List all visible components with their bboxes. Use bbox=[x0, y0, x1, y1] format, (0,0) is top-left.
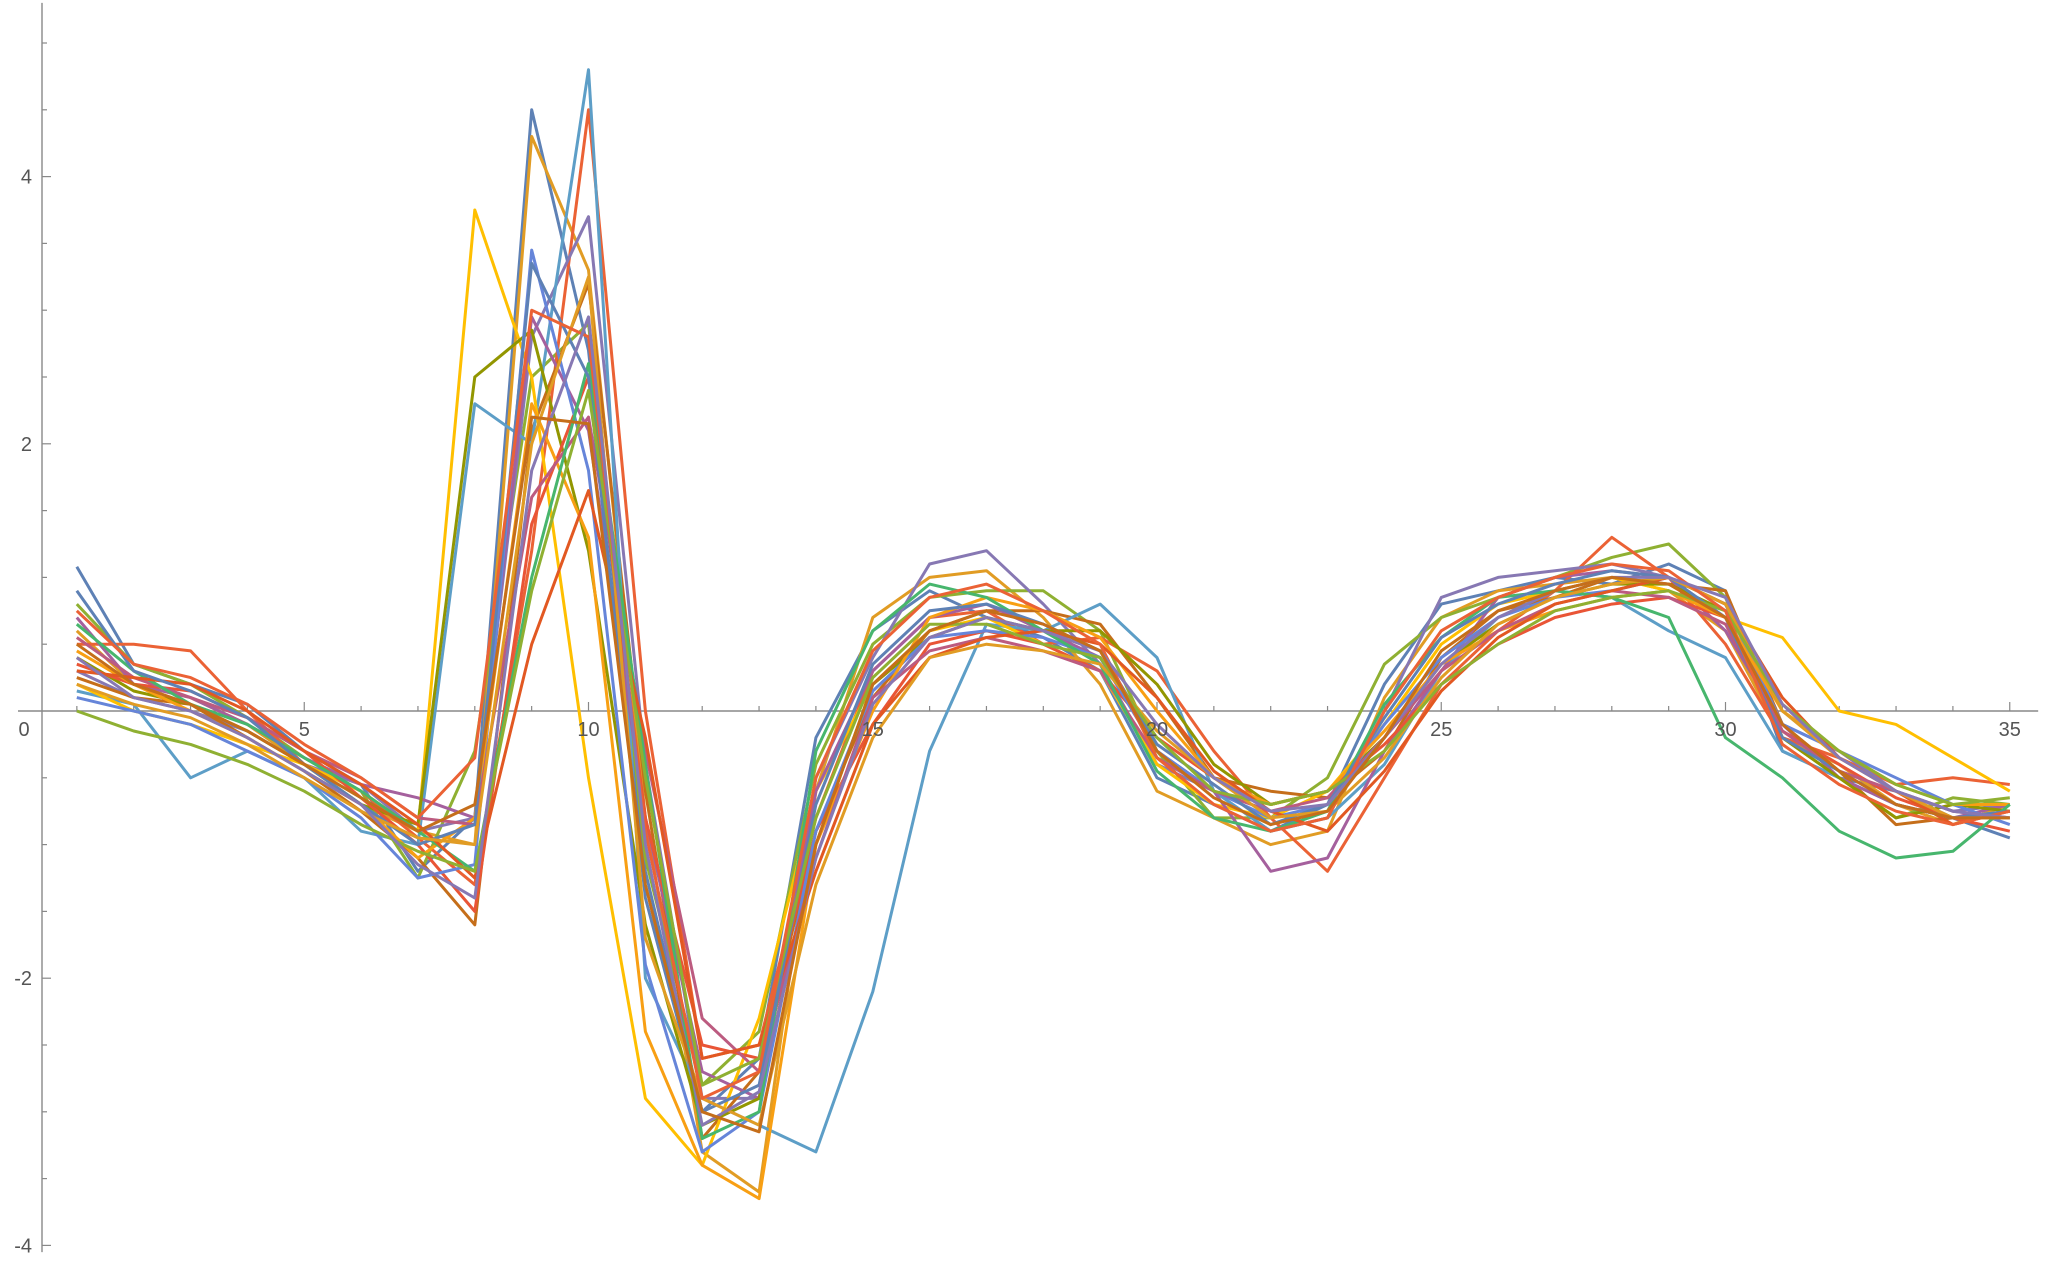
x-tick-label: 25 bbox=[1430, 719, 1452, 741]
x-tick-label: 30 bbox=[1714, 719, 1736, 741]
series-layer bbox=[75, 68, 2011, 1201]
series-line-8 bbox=[76, 208, 2011, 1167]
x-tick-label: 0 bbox=[18, 719, 29, 741]
series-line-2 bbox=[75, 135, 2011, 1194]
y-tick-label: -2 bbox=[14, 968, 32, 990]
series-line-21 bbox=[75, 315, 2010, 1127]
tick-labels: 0 5 10 15 20 25 30 35 -4 -2 2 4 bbox=[14, 167, 2021, 1258]
series-line-15 bbox=[75, 362, 2011, 1140]
y-tick-label: -4 bbox=[14, 1235, 32, 1257]
series-line-18 bbox=[76, 275, 2010, 1127]
y-tick-label: 4 bbox=[21, 167, 32, 189]
series-line-3 bbox=[75, 322, 2010, 1087]
series-line-5 bbox=[76, 215, 2010, 1100]
y-tick-label: 2 bbox=[21, 434, 32, 456]
x-tick-label: 35 bbox=[1999, 719, 2021, 741]
series-line-14 bbox=[75, 415, 2010, 1074]
series-line-4 bbox=[76, 108, 2010, 1060]
series-line-11 bbox=[76, 375, 2011, 1060]
x-tick-label: 5 bbox=[299, 719, 310, 741]
series-line-17 bbox=[75, 261, 2010, 1114]
series-line-20 bbox=[75, 308, 2011, 1100]
series-line-16 bbox=[76, 489, 2011, 1060]
series-line-12 bbox=[76, 248, 2011, 1154]
x-tick-label: 15 bbox=[862, 719, 884, 741]
x-tick-label: 20 bbox=[1146, 719, 1168, 741]
x-tick-label: 10 bbox=[577, 719, 599, 741]
series-line-22 bbox=[75, 415, 2010, 1134]
